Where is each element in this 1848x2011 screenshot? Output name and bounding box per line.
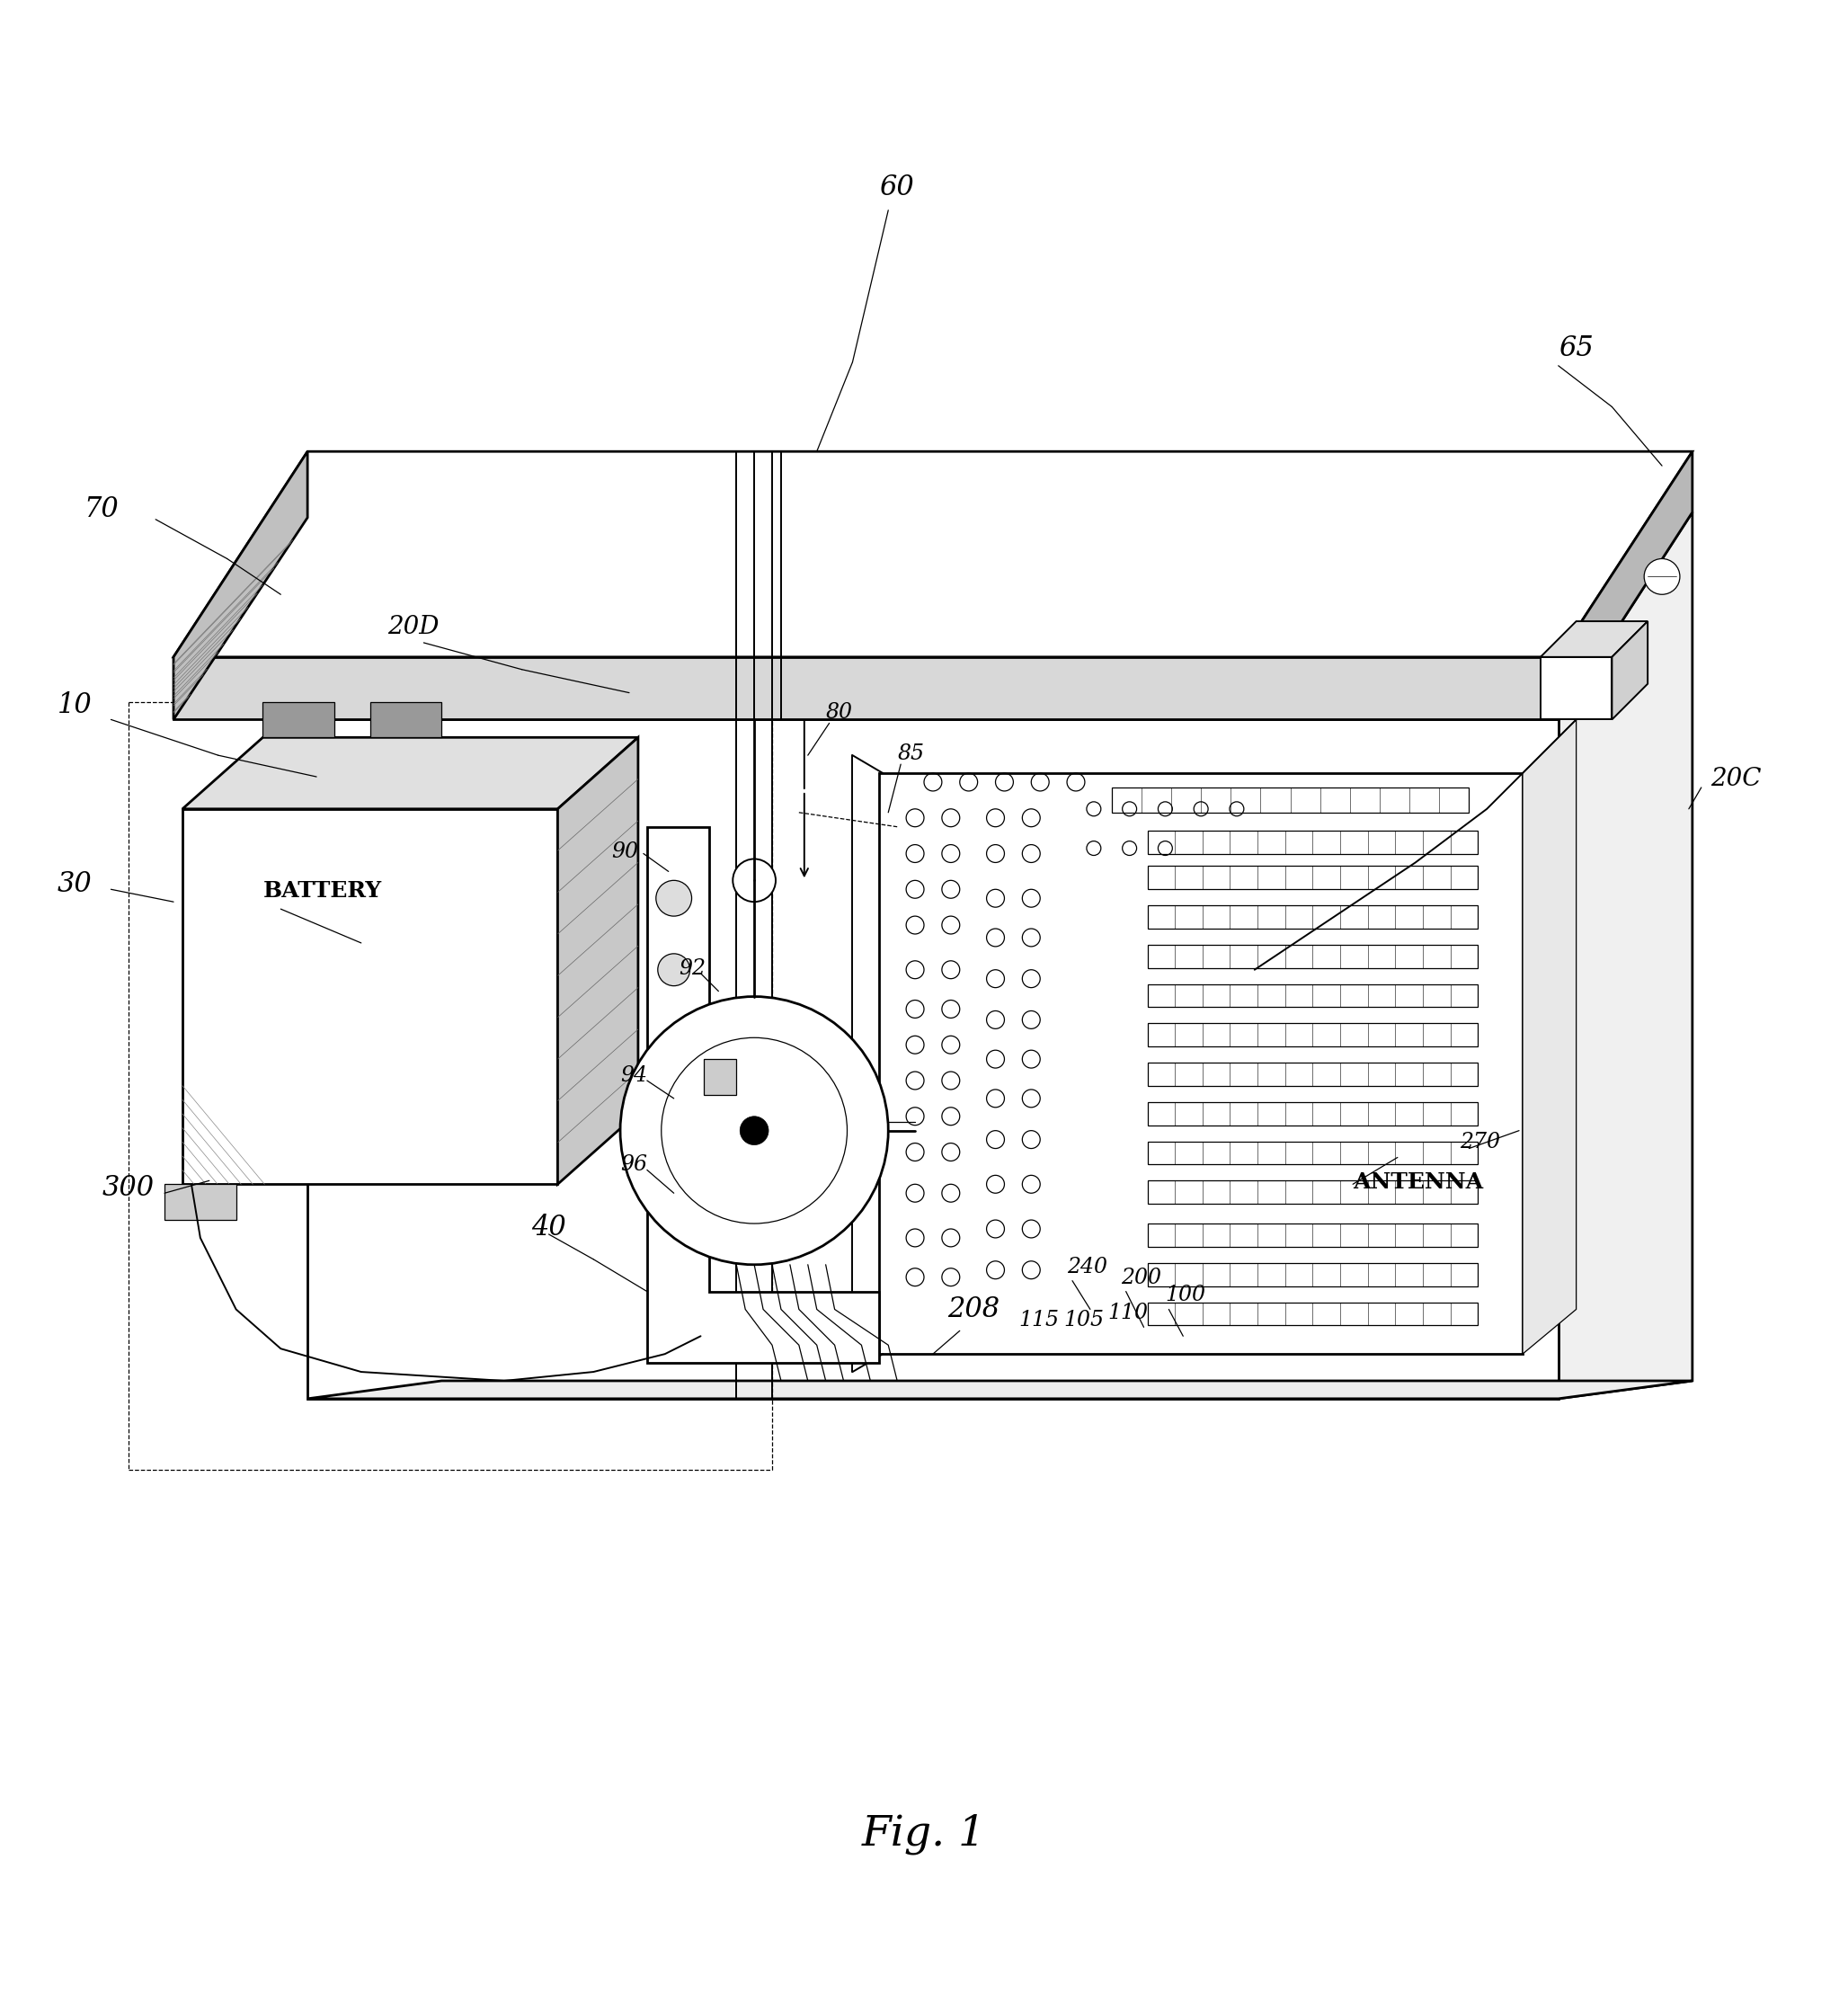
Bar <box>1148 1180 1478 1205</box>
Polygon shape <box>307 1382 1693 1400</box>
Circle shape <box>734 859 776 901</box>
Polygon shape <box>558 738 638 1184</box>
Text: 110: 110 <box>1109 1303 1148 1323</box>
Polygon shape <box>1541 658 1611 720</box>
Text: 20C: 20C <box>1709 766 1761 790</box>
Text: 105: 105 <box>1063 1309 1103 1331</box>
Polygon shape <box>1541 621 1648 658</box>
Bar <box>704 1060 736 1094</box>
Bar <box>1148 867 1478 889</box>
Polygon shape <box>183 808 558 1184</box>
Text: 208: 208 <box>948 1295 1000 1323</box>
Polygon shape <box>880 772 1523 1353</box>
Text: 96: 96 <box>621 1154 647 1174</box>
Text: 90: 90 <box>612 843 638 863</box>
Polygon shape <box>370 702 442 738</box>
Text: BATTERY: BATTERY <box>262 881 381 901</box>
Bar <box>1148 831 1478 853</box>
Circle shape <box>1645 559 1680 595</box>
Bar <box>1148 1223 1478 1247</box>
Text: 85: 85 <box>896 744 924 764</box>
Polygon shape <box>1558 513 1693 1400</box>
Polygon shape <box>174 452 307 720</box>
Text: 40: 40 <box>530 1213 565 1241</box>
Text: 200: 200 <box>1120 1267 1161 1287</box>
Bar <box>1148 945 1478 967</box>
Text: 92: 92 <box>680 957 706 979</box>
Polygon shape <box>1611 621 1648 720</box>
Text: 10: 10 <box>57 692 92 720</box>
Circle shape <box>621 997 889 1265</box>
Polygon shape <box>1523 720 1576 1353</box>
Bar <box>1148 905 1478 929</box>
Circle shape <box>739 1116 769 1144</box>
Text: 240: 240 <box>1066 1257 1107 1277</box>
Polygon shape <box>307 720 1558 1400</box>
Polygon shape <box>262 702 334 738</box>
Polygon shape <box>183 738 638 808</box>
Text: 30: 30 <box>57 871 92 899</box>
Bar <box>1148 1024 1478 1046</box>
Polygon shape <box>174 452 1693 658</box>
Text: 270: 270 <box>1460 1132 1501 1152</box>
Bar <box>1148 1142 1478 1164</box>
Text: ANTENNA: ANTENNA <box>1353 1172 1484 1193</box>
Text: Fig. 1: Fig. 1 <box>861 1814 987 1854</box>
Polygon shape <box>647 827 880 1363</box>
Bar <box>1112 788 1469 812</box>
Polygon shape <box>174 658 1558 720</box>
Text: 300: 300 <box>102 1174 153 1203</box>
Text: 100: 100 <box>1166 1285 1205 1305</box>
Text: 80: 80 <box>826 702 852 724</box>
Text: 65: 65 <box>1558 334 1593 362</box>
Text: 60: 60 <box>880 173 915 201</box>
Bar <box>1148 1062 1478 1086</box>
Polygon shape <box>164 1184 237 1221</box>
Text: 115: 115 <box>1018 1309 1059 1331</box>
Bar <box>1148 1102 1478 1126</box>
Text: 70: 70 <box>85 495 118 523</box>
Text: 20D: 20D <box>388 615 440 639</box>
Bar <box>1148 983 1478 1008</box>
Circle shape <box>656 881 691 917</box>
Polygon shape <box>1558 452 1693 720</box>
Circle shape <box>658 953 689 985</box>
Bar <box>1148 1263 1478 1287</box>
Bar <box>1148 1303 1478 1325</box>
Text: 94: 94 <box>621 1066 647 1086</box>
